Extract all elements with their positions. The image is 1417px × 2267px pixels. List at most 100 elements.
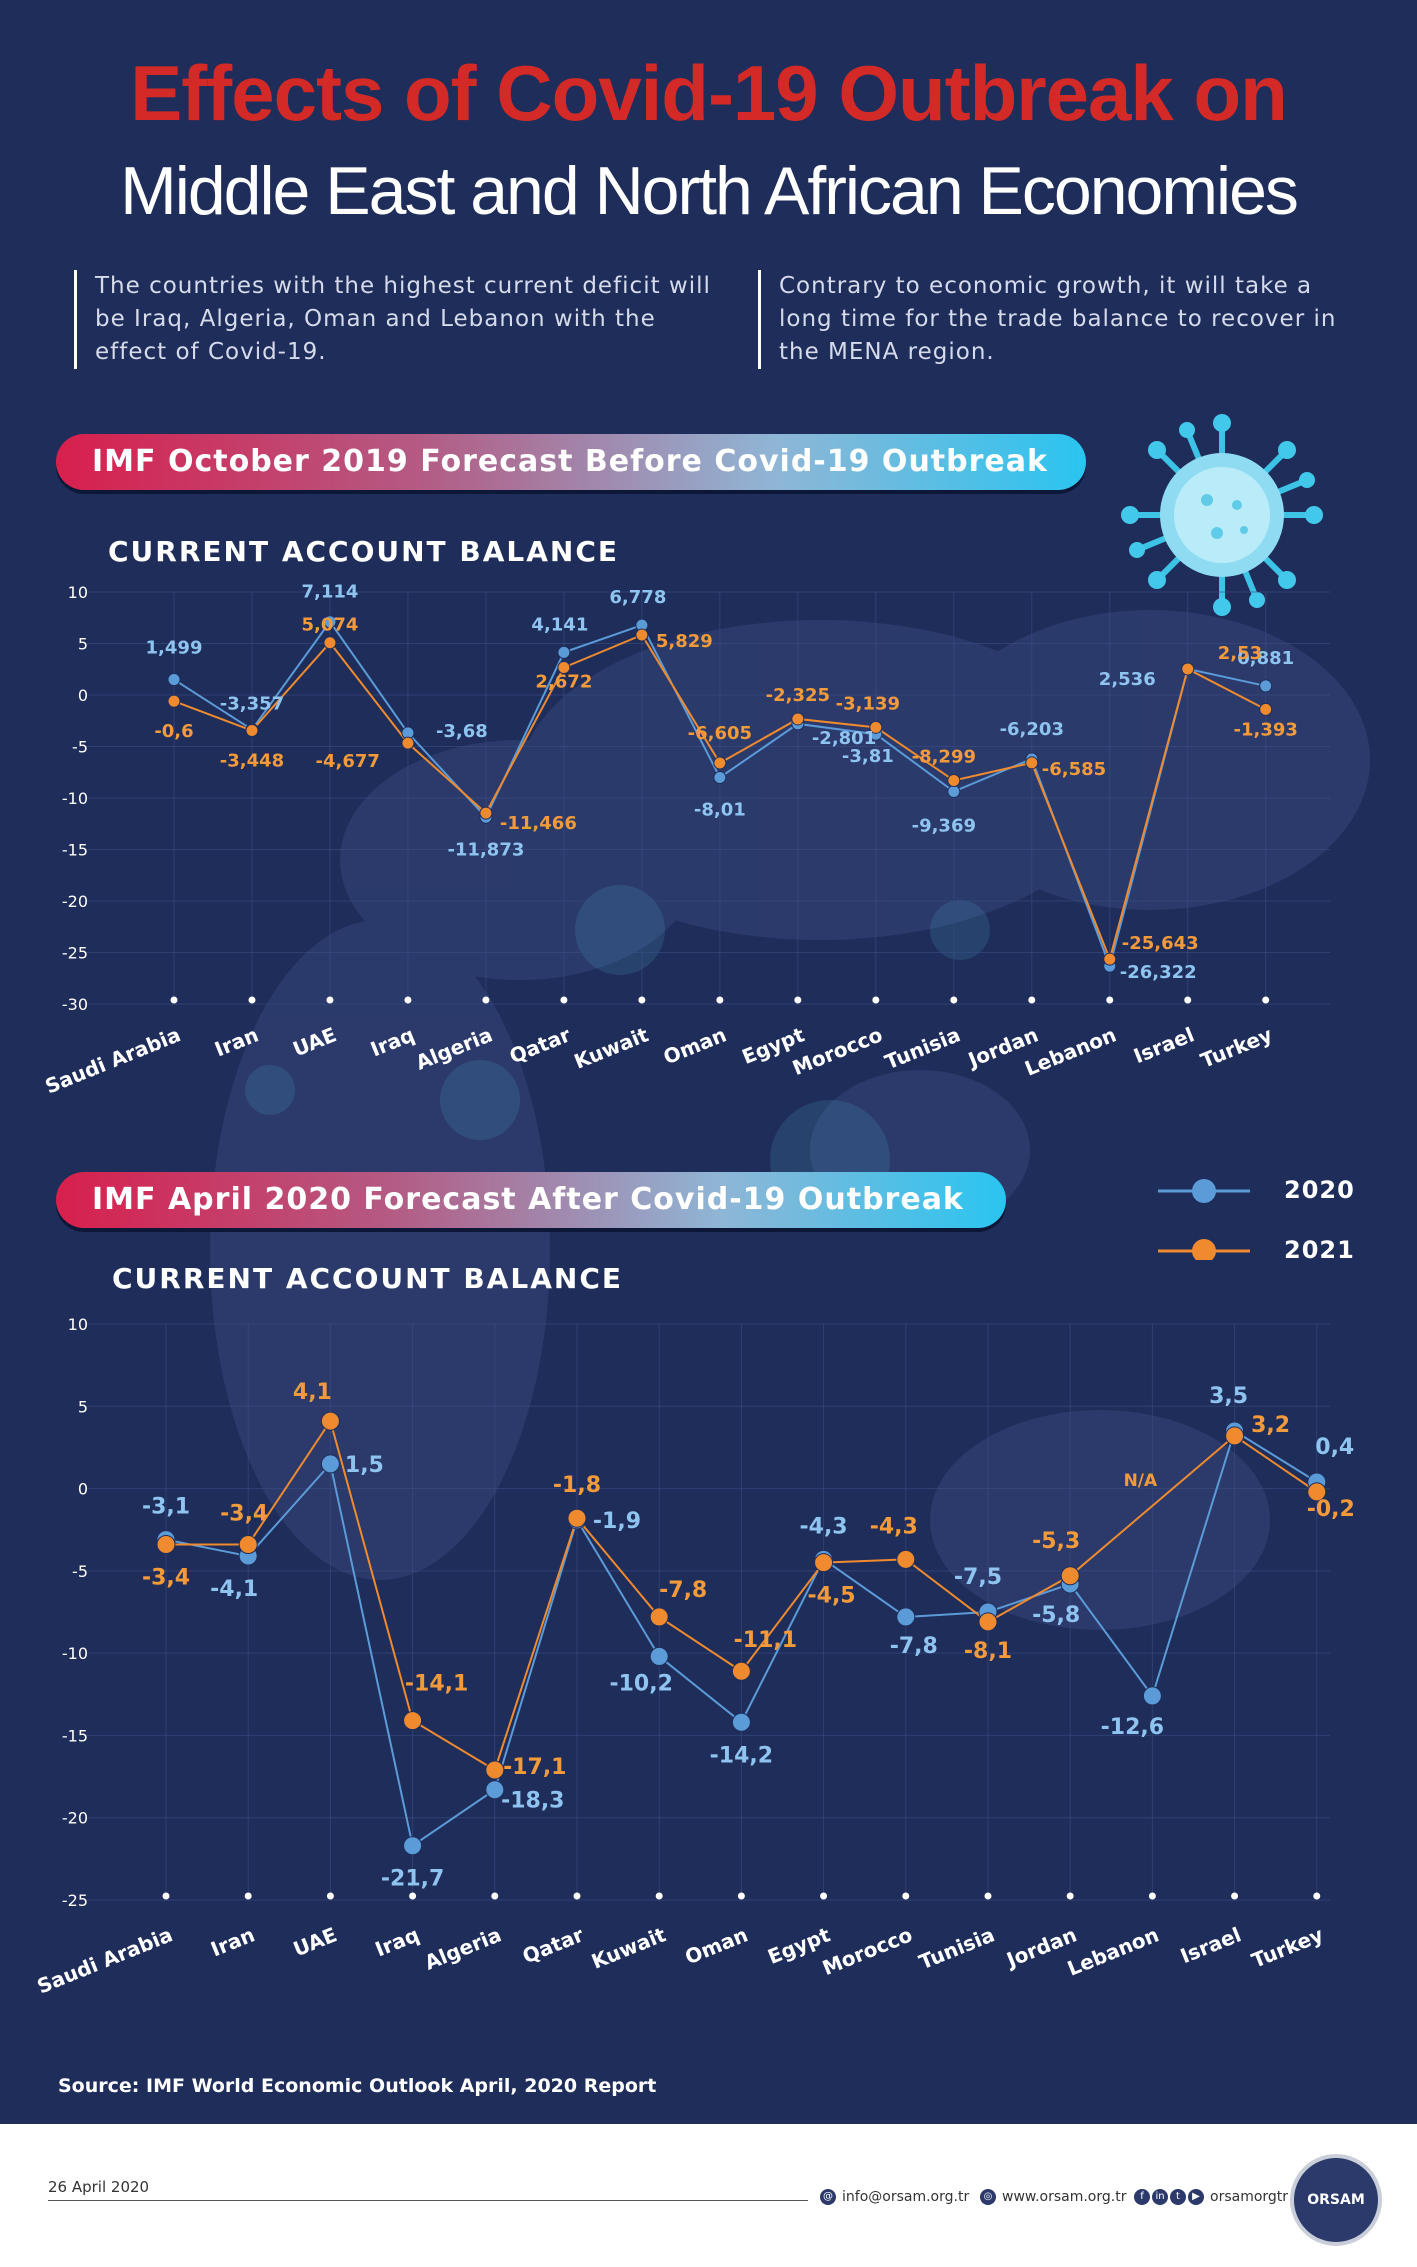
banner-after-outbreak-label: IMF April 2020 Forecast After Covid-19 O… [92, 1182, 964, 1217]
footer-social-text: orsamorgtr [1210, 2189, 1289, 2205]
x-tick-label: UAE [289, 1022, 339, 1061]
y-tick-label: 0 [78, 1480, 88, 1499]
y-tick-label: 5 [78, 635, 88, 654]
footer-website-text: www.orsam.org.tr [1002, 2189, 1127, 2205]
series-2020-data-label: -11,873 [447, 839, 524, 860]
y-tick-label: -5 [72, 1562, 88, 1581]
x-axis-dot [409, 1892, 417, 1900]
youtube-icon: ▶ [1188, 2189, 1204, 2205]
series-2021-point [947, 773, 961, 787]
series-2021-point [167, 694, 181, 708]
x-tick-label: Qatar [506, 1022, 574, 1068]
series-2021-data-label: -7,8 [659, 1578, 707, 1603]
series-2020-point [1142, 1686, 1162, 1706]
x-tick-label: Oman [681, 1922, 751, 1969]
legend-2020-marker [1192, 1179, 1216, 1203]
x-axis-dot [248, 996, 256, 1004]
footer-divider [48, 2200, 808, 2201]
series-2020-point [1259, 679, 1273, 693]
banner-before-outbreak: IMF October 2019 Forecast Before Covid-1… [56, 434, 1086, 490]
series-2020-data-label: -7,5 [954, 1565, 1002, 1590]
virus-icon [1121, 414, 1323, 616]
x-tick-label: Iran [211, 1022, 262, 1061]
title-line-2: Middle East and North African Economies [120, 153, 1299, 229]
series-2020-data-label: -9,369 [912, 816, 976, 837]
series-2020-point [713, 771, 727, 785]
globe-icon: ◎ [980, 2189, 996, 2205]
x-axis-dot [1066, 1892, 1074, 1900]
series-2021-point [567, 1508, 587, 1528]
series-2021-point [978, 1612, 998, 1632]
y-tick-label: -15 [62, 1726, 88, 1745]
x-tick-label: Saudi Arabia [34, 1922, 176, 1998]
series-2021-data-label: -0,6 [154, 721, 193, 742]
series-2021-data-label: -5,3 [1032, 1529, 1080, 1554]
footer-social-link[interactable]: f in t ▶ orsamorgtr [1134, 2189, 1288, 2205]
chart1-title: CURRENT ACCOUNT BALANCE [108, 535, 620, 568]
x-tick-label: Kuwait [571, 1022, 653, 1074]
series-2021-point [814, 1553, 834, 1573]
x-axis-dot [244, 1892, 252, 1900]
x-tick-label: Iraq [372, 1922, 423, 1961]
series-2021-data-label: 2,53 [1218, 643, 1262, 664]
x-tick-label: Morocco [789, 1022, 886, 1080]
title-line-1: Effects of Covid-19 Outbreak on [130, 49, 1288, 137]
x-axis-dot [1231, 1892, 1239, 1900]
footer-email-link[interactable]: @ info@orsam.org.tr [820, 2189, 969, 2205]
x-tick-label: Qatar [519, 1922, 587, 1968]
series-2021-point [1307, 1482, 1327, 1502]
banner-after-outbreak: IMF April 2020 Forecast After Covid-19 O… [56, 1172, 1006, 1228]
series-2021-point [245, 724, 259, 738]
series-2021-data-label: -3,139 [836, 693, 900, 714]
series-2021-data-label: -3,4 [142, 1566, 190, 1591]
series-2020-data-label: 1,499 [146, 638, 203, 659]
x-axis-dot [162, 1892, 170, 1900]
series-2020-point [320, 1454, 340, 1474]
x-axis-dot [1106, 996, 1114, 1004]
y-tick-label: -20 [62, 1809, 88, 1828]
series-2020-point [167, 673, 181, 687]
series-2021-data-label: -4,5 [808, 1584, 856, 1609]
intro-right-text: Contrary to economic growth, it will tak… [758, 270, 1359, 369]
series-2021-data-label: -8,1 [964, 1639, 1012, 1664]
series-2021-point [635, 628, 649, 642]
x-axis-dot [638, 996, 646, 1004]
chart2-title: CURRENT ACCOUNT BALANCE [112, 1262, 624, 1295]
chart-before-outbreak: 10 5 0 -5 -10 -15 -20 -25 -30 Saudi Arabia Iran UAE… [42, 582, 1330, 1098]
x-axis-dot [491, 1892, 499, 1900]
series-2021-point [791, 712, 805, 726]
x-axis-dot [902, 1892, 910, 1900]
series-2021-data-label: -3,448 [220, 751, 284, 772]
x-axis-dot [170, 996, 178, 1004]
x-tick-label: Turkey [1248, 1922, 1326, 1972]
series-2021-point [485, 1760, 505, 1780]
series-2020-data-label: 0,881 [1237, 648, 1294, 669]
x-axis-dot [573, 1892, 581, 1900]
series-2020-data-label: -12,6 [1101, 1715, 1164, 1740]
series-2021-point [238, 1535, 258, 1555]
series-2020-point [323, 615, 337, 629]
y-tick-label: -25 [62, 944, 88, 963]
x-axis-dot [404, 996, 412, 1004]
y-tick-label: -5 [72, 738, 88, 757]
orsam-logo: ORSAM [1290, 2154, 1382, 2246]
series-2021-data-label: -11,466 [500, 813, 577, 834]
x-axis-dot [560, 996, 568, 1004]
x-tick-label: Morocco [819, 1922, 916, 1980]
series-2020-data-label: 7,114 [301, 582, 358, 603]
x-axis-dot [820, 1892, 828, 1900]
series-2021-point [401, 736, 415, 750]
x-tick-label: Israel [1130, 1022, 1198, 1068]
y-tick-label: -30 [62, 995, 88, 1014]
series-2021-point [403, 1711, 423, 1731]
series-2021-data-label: -25,643 [1122, 933, 1199, 954]
footer-website-link[interactable]: ◎ www.orsam.org.tr [980, 2189, 1126, 2205]
series-2021-point [1225, 1426, 1245, 1446]
footer: 26 April 2020 @ info@orsam.org.tr ◎ www.or… [0, 2124, 1417, 2267]
series-2021-point [896, 1549, 916, 1569]
series-2021-data-label: -0,2 [1307, 1497, 1355, 1522]
mail-icon: @ [820, 2189, 836, 2205]
x-tick-label: Saudi Arabia [42, 1022, 184, 1098]
facebook-icon: f [1134, 2189, 1150, 2205]
